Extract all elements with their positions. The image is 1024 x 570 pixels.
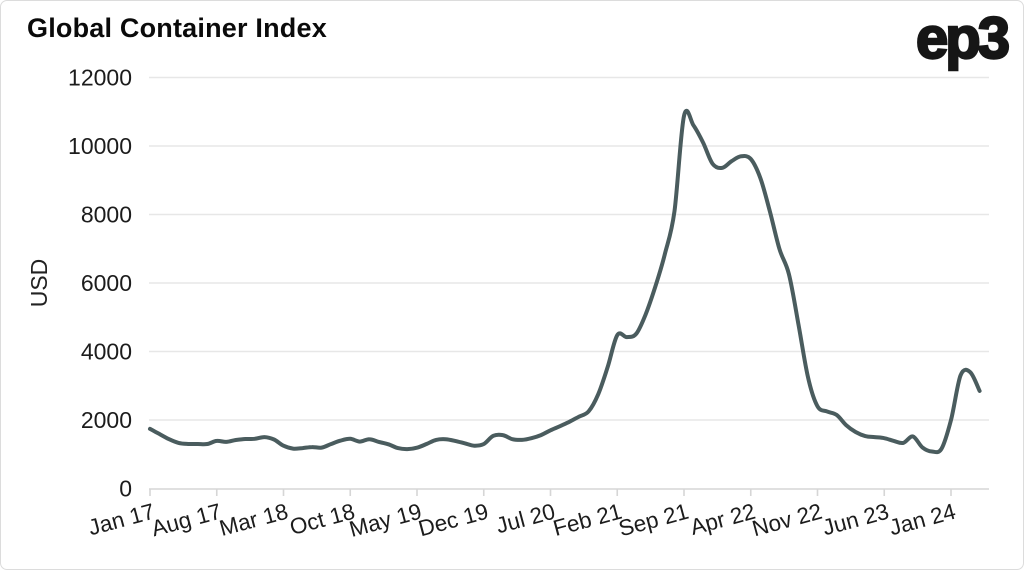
y-tick-label: 4000 — [81, 339, 132, 365]
x-tick-label: Jul 20 — [493, 499, 557, 539]
x-tick-label: Jan 24 — [887, 499, 959, 541]
y-tick-label: 2000 — [81, 407, 132, 433]
y-tick-label: 12000 — [68, 65, 132, 91]
x-tick-label: Mar 18 — [217, 499, 291, 541]
y-tick-label: 6000 — [81, 270, 132, 296]
y-tick-labels: 0 2000 4000 6000 8000 10000 12000 — [68, 65, 132, 502]
x-tick-label: Nov 22 — [749, 499, 824, 542]
x-tick-label: Dec 19 — [416, 499, 491, 542]
ep3-logo: ep3 — [915, 5, 1011, 72]
x-tick-label: Aug 17 — [149, 499, 224, 542]
x-tick-label: Jan 17 — [86, 499, 158, 541]
y-axis-title: USD — [26, 259, 52, 308]
y-gridlines — [149, 76, 989, 421]
chart-title: Global Container Index — [27, 13, 327, 43]
y-axis-title-text: USD — [26, 259, 52, 308]
x-tick-label: May 19 — [347, 499, 425, 542]
x-tick-label: Apr 22 — [688, 499, 759, 540]
x-tick-label: Feb 21 — [550, 499, 624, 541]
x-tick-label: Sep 21 — [616, 499, 691, 542]
y-tick-label: 0 — [119, 476, 132, 502]
index-line-series — [148, 108, 982, 455]
y-tick-label: 8000 — [81, 202, 132, 228]
y-tick-label: 10000 — [68, 133, 132, 159]
x-axis — [149, 488, 989, 496]
x-tick-label: Jun 23 — [820, 499, 892, 541]
